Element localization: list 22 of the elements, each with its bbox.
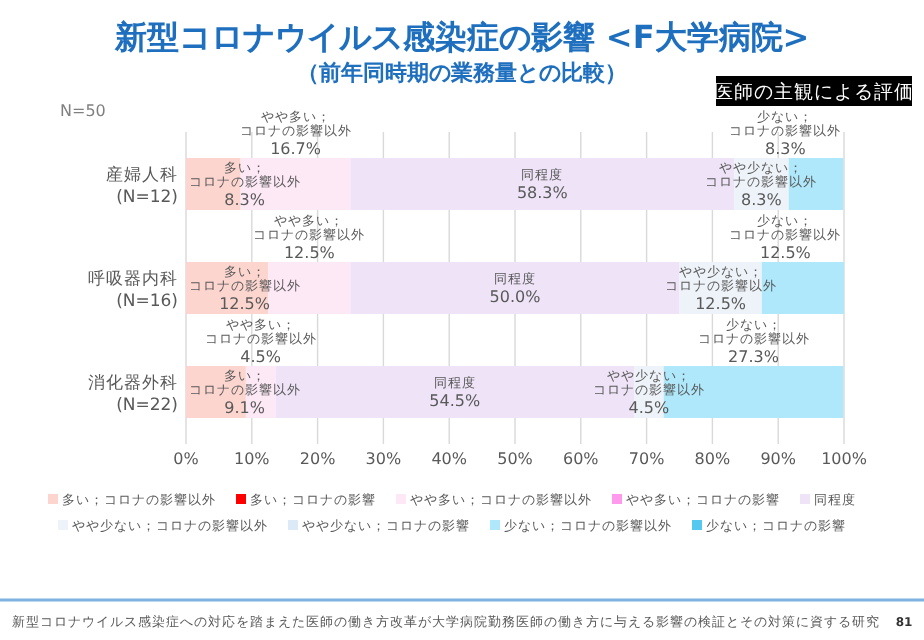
y-tick-label: 産婦人科 (N=12) [106,164,178,208]
chart-title: 新型コロナウイルス感染症の影響 <F大学病院> [112,18,810,56]
text: N=50 [60,102,106,120]
bar [788,158,844,210]
bar [350,158,735,210]
x-tick-label: 100% [821,450,868,468]
x-tick-label: 90% [760,450,797,468]
y-tick-label: 呼吸器内科 (N=16) [88,268,178,312]
x-tick-label: 70% [628,450,666,468]
y-tick-label: 消化器外科 (N=22) [88,372,178,416]
x-tick-label: 50% [497,450,534,468]
bar [761,262,844,314]
x-tick-label: 30% [365,450,402,468]
x-tick-label: 0% [173,450,200,468]
x-tick-label: 60% [563,450,600,468]
bar [268,262,351,314]
chart-subtitle: （前年同時期の業務量との比較） [297,60,627,86]
x-tick-label: 80% [694,450,731,468]
bar [350,262,680,314]
x-tick-label: 40% [431,450,468,468]
x-tick-label: 10% [234,450,271,468]
x-tick-label: 20% [299,450,337,468]
